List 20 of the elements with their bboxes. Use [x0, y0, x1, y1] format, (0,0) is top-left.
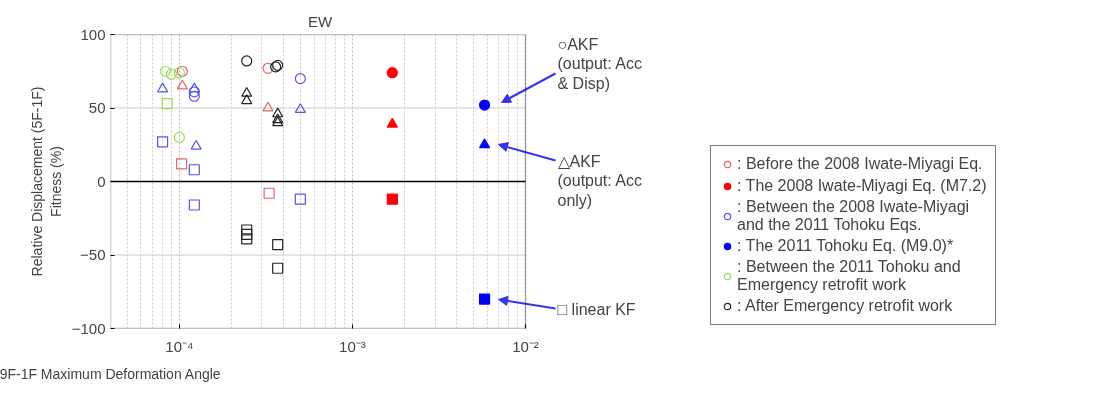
y-tick-label: 100 [80, 25, 106, 43]
legend-label: : Before the 2008 Iwate-Miyagi Eq. [737, 154, 983, 174]
y-axis-title: Relative Displacement (5F-1F) Fitness (%) [28, 86, 64, 277]
y-tick-label: 0 [97, 172, 106, 190]
legend-label: : The 2011 Tohoku Eq. (M9.0)* [737, 236, 954, 256]
y-tick-label: 50 [88, 99, 106, 116]
text: △AKF (output: Acc only) [557, 152, 642, 209]
legend-label: : Between the 2011 Tohoku and Emergency retrofit work [737, 258, 961, 294]
legend-label: : After Emergency retrofit work [737, 296, 953, 316]
x-tick-label: 10⁻⁴ [165, 337, 194, 355]
x-axis-title: 9F-1F Maximum Deformation Angle [0, 365, 221, 382]
y-tick-label: −100 [71, 319, 106, 337]
legend-label: : Between the 2008 Iwate-Miyagi and the 2011 Tohoku Eqs. [737, 198, 970, 234]
text: ○AKF (output: Acc & Disp) [557, 35, 642, 92]
y-tick-label: −50 [80, 246, 106, 263]
text: □ linear KF [557, 301, 636, 318]
legend-label: : The 2008 Iwate-Miyagi Eq. (M7.2) [737, 176, 987, 196]
x-tick-label: 10⁻² [512, 337, 539, 355]
x-tick-label: 10⁻³ [339, 337, 366, 355]
chart-title: EW [308, 12, 333, 30]
